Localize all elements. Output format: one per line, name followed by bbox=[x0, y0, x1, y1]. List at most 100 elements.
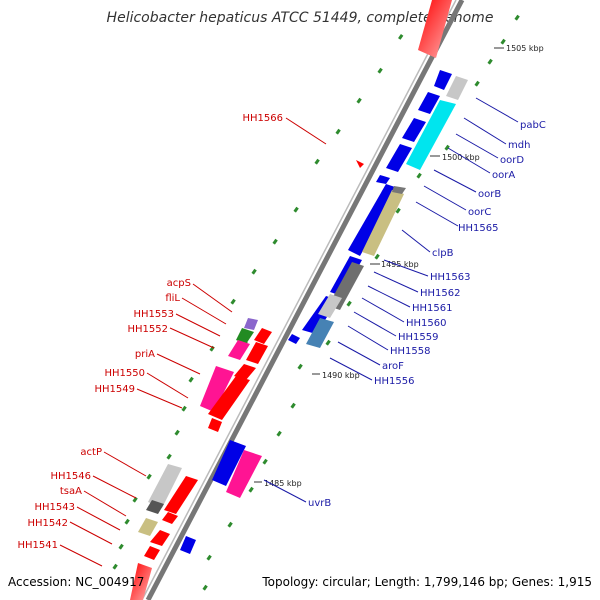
leader-line bbox=[76, 506, 121, 531]
track-dot bbox=[112, 563, 118, 570]
gene-arrow-red bbox=[356, 160, 364, 168]
gene-arrow bbox=[402, 118, 426, 142]
track-dot bbox=[416, 172, 422, 179]
leader-line bbox=[146, 372, 189, 399]
gene-label: HH1546 bbox=[51, 471, 92, 482]
right-label-text: pabC mdh oorD oorA oorB oorC HH1565 clpB… bbox=[308, 120, 546, 509]
leader-line bbox=[175, 313, 221, 337]
gene-arrow bbox=[418, 92, 440, 114]
left-labels bbox=[59, 117, 327, 567]
leader-line bbox=[347, 325, 389, 351]
red-bar-top bbox=[418, 0, 452, 58]
leader-line bbox=[463, 117, 507, 145]
gene-label: acpS bbox=[167, 278, 191, 289]
track-dot bbox=[293, 206, 299, 213]
gene-block-gray bbox=[446, 76, 468, 100]
red-bar-bottom bbox=[130, 563, 152, 600]
scale-tick-label: 1505 kbp bbox=[506, 44, 544, 53]
leader-line bbox=[455, 133, 499, 159]
leader-line bbox=[59, 544, 103, 567]
leader-line bbox=[136, 388, 183, 409]
leader-line bbox=[156, 353, 201, 375]
gene-block-pink bbox=[200, 366, 234, 412]
scale-tick-label: 1495 kbp bbox=[381, 260, 419, 269]
leader-line bbox=[337, 341, 381, 366]
genome-backbone bbox=[141, 0, 465, 600]
track-dot bbox=[251, 268, 257, 275]
gene-arrow-red bbox=[234, 364, 256, 380]
gene-label: uvrB bbox=[308, 498, 331, 509]
gene-arrow bbox=[376, 175, 390, 184]
track-dot bbox=[356, 97, 362, 104]
track-dot bbox=[398, 33, 404, 40]
genome-summary-text: Topology: circular; Length: 1,799,146 bp… bbox=[261, 575, 592, 589]
track-dot bbox=[188, 376, 194, 383]
gene-block-purple bbox=[244, 318, 258, 330]
red-bars bbox=[130, 0, 452, 600]
gene-label: oorA bbox=[492, 170, 515, 181]
gene-label: HH1549 bbox=[95, 384, 136, 395]
leader-line bbox=[192, 283, 233, 313]
track-dot bbox=[325, 339, 331, 346]
track-dot bbox=[248, 486, 254, 493]
leader-line bbox=[361, 297, 405, 323]
gene-label: HH1552 bbox=[128, 324, 169, 335]
accession-text: Accession: NC_004917 bbox=[8, 575, 144, 589]
track-dot bbox=[206, 554, 212, 561]
track-dot bbox=[118, 543, 124, 550]
gene-block-gray bbox=[148, 464, 182, 508]
gene-label: oorD bbox=[500, 155, 524, 166]
gene-label: HH1542 bbox=[28, 518, 69, 529]
leader-line bbox=[423, 185, 467, 211]
leader-line bbox=[103, 451, 147, 477]
track-dot bbox=[346, 300, 352, 307]
track-dot bbox=[314, 158, 320, 165]
track-dot bbox=[202, 584, 208, 591]
gene-label: pabC bbox=[520, 120, 546, 131]
gene-label: fliL bbox=[165, 293, 180, 304]
leader-line bbox=[92, 475, 137, 499]
gene-label: priA bbox=[135, 349, 155, 360]
gene-label: HH1559 bbox=[398, 332, 439, 343]
leader-line bbox=[329, 357, 373, 381]
gene-arrow-red bbox=[254, 328, 272, 344]
gene-label: HH1561 bbox=[412, 303, 453, 314]
gene-label: HH1565 bbox=[458, 223, 499, 234]
leader-line bbox=[383, 259, 429, 277]
gene-label: clpB bbox=[432, 248, 454, 259]
gene-arrow-red bbox=[164, 476, 198, 514]
track-dot bbox=[227, 521, 233, 528]
gene-label: aroF bbox=[382, 361, 404, 372]
scale-tick-label: 1485 kbp bbox=[264, 479, 302, 488]
gene-block-cyan bbox=[406, 100, 456, 170]
gene-block-steelblue bbox=[306, 318, 334, 348]
gene-arrow-red bbox=[150, 530, 170, 546]
scale-ticks: 1505 kbp 1500 kbp 1495 kbp 1490 kbp 1485… bbox=[254, 44, 544, 488]
leader-line bbox=[415, 201, 459, 227]
leader-line bbox=[169, 327, 215, 349]
right-labels bbox=[263, 97, 519, 503]
track-dot bbox=[297, 363, 303, 370]
track-dot bbox=[474, 80, 480, 87]
left-label-text: HH1566 acpS fliL HH1553 HH1552 priA HH15… bbox=[18, 113, 284, 551]
gene-arrow bbox=[212, 440, 246, 486]
gene-label: HH1558 bbox=[390, 346, 431, 357]
gene-label: HH1556 bbox=[374, 376, 415, 387]
track-dot bbox=[132, 496, 138, 503]
gene-block-green bbox=[236, 328, 254, 344]
gene-arrow bbox=[434, 70, 452, 90]
gene-arrow-red bbox=[208, 376, 250, 420]
leader-line bbox=[373, 271, 419, 293]
track-dot bbox=[514, 14, 520, 21]
gene-block-pink bbox=[226, 450, 262, 498]
gene-arrow-red bbox=[208, 418, 222, 432]
scale-tick-label: 1490 kbp bbox=[322, 371, 360, 380]
leader-line bbox=[83, 490, 127, 517]
leader-line bbox=[69, 521, 113, 545]
track-dot bbox=[166, 453, 172, 460]
gene-label: HH1566 bbox=[243, 113, 284, 124]
gene-arrow-red bbox=[162, 512, 178, 524]
leader-line bbox=[475, 97, 519, 123]
gene-label: HH1550 bbox=[105, 368, 146, 379]
